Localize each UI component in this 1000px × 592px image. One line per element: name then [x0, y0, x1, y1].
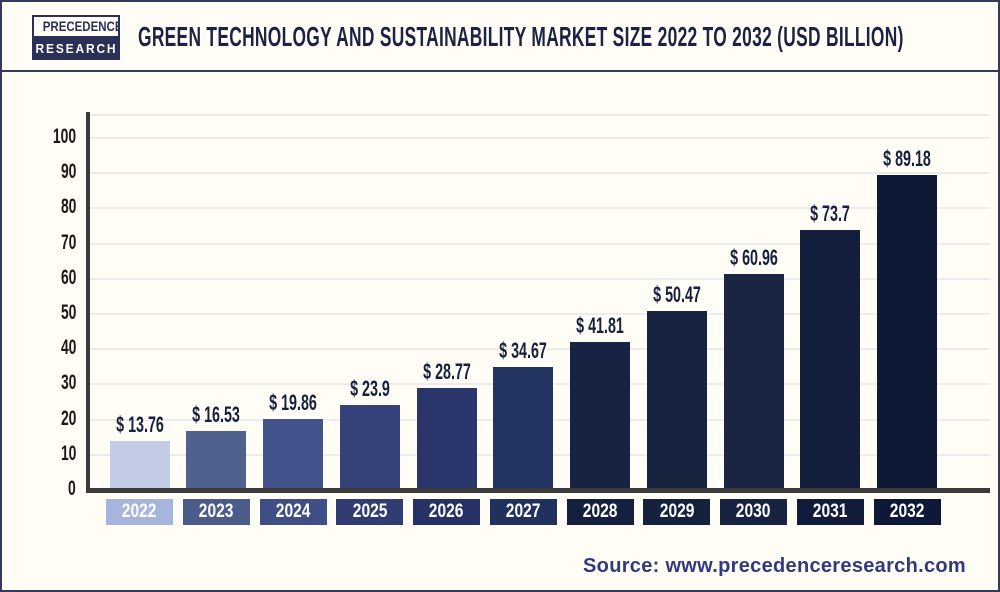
xtick-box-2030: 2030 [720, 499, 787, 525]
ytick-label-30: 30 [60, 371, 76, 395]
bar-2025 [339, 405, 400, 489]
ytick-label-90: 90 [60, 160, 76, 184]
ytick-label-60: 60 [60, 265, 76, 289]
logo-line-research: RESEARCH [32, 38, 120, 60]
bar-2031 [800, 230, 861, 489]
x-axis-line [86, 488, 990, 493]
xtick-label-2029: 2029 [659, 501, 695, 522]
bar-value-label-2025: $ 23.9 [349, 376, 390, 401]
xtick-box-2031: 2031 [796, 499, 864, 525]
gridline-100 [90, 137, 990, 139]
bar-value-label-2031: $ 73.7 [810, 201, 851, 226]
xtick-label-2030: 2030 [736, 501, 771, 522]
gridline-40 [90, 348, 990, 351]
bar-2024 [263, 419, 323, 489]
ytick-label-50: 50 [60, 301, 76, 324]
xtick-box-2026: 2026 [413, 499, 480, 525]
gridline-70 [90, 242, 990, 245]
bar-value-label-2027: $ 34.67 [499, 338, 548, 363]
ytick-label-70: 70 [60, 230, 76, 254]
ytick-label-0: 0 [68, 477, 76, 500]
xtick-box-2029: 2029 [643, 499, 711, 525]
bar-2026 [416, 388, 477, 489]
plot-top-line [90, 114, 990, 116]
bar-2029 [646, 311, 707, 489]
bar-value-label-2022: $ 13.76 [115, 412, 164, 437]
y-axis-line [86, 112, 90, 493]
bar-value-label-2030: $ 60.96 [729, 245, 778, 270]
logo-text-research: RESEARCH [35, 41, 118, 56]
xtick-label-2023: 2023 [198, 501, 234, 522]
xtick-label-2022: 2022 [122, 501, 157, 522]
xtick-box-2023: 2023 [182, 499, 250, 525]
xtick-label-2024: 2024 [275, 501, 311, 522]
gridline-90 [90, 172, 990, 175]
bar-2023 [186, 431, 247, 489]
xtick-box-2022: 2022 [106, 499, 173, 525]
bar-value-label-2026: $ 28.77 [422, 359, 471, 384]
gridline-80 [90, 207, 990, 210]
source-attribution: Source: www.precedenceresearch.com [583, 555, 966, 577]
bar-2022 [109, 441, 170, 489]
chart-title-text: GREEN TECHNOLOGY AND SUSTAINABILITY MARK… [138, 21, 904, 52]
ytick-label-10: 10 [60, 441, 76, 465]
xtick-label-2031: 2031 [812, 501, 848, 522]
xtick-label-2032: 2032 [889, 501, 925, 522]
ytick-label-100: 100 [52, 125, 76, 148]
bar-2030 [723, 274, 784, 489]
bar-value-label-2029: $ 50.47 [652, 282, 701, 307]
ytick-label-40: 40 [60, 336, 76, 360]
plot-area: $ 13.76 $ 16.53 $ 19.86 $ 23.9 $ 28.77 $ 34.6… [90, 114, 990, 489]
header: PRECEDENCE RESEARCH GREEN TECHNOLOGY AND… [2, 2, 998, 72]
bar-2028 [570, 342, 630, 489]
chart-title: GREEN TECHNOLOGY AND SUSTAINABILITY MARK… [138, 2, 998, 72]
xtick-label-2027: 2027 [505, 501, 541, 522]
xtick-label-2028: 2028 [582, 501, 618, 522]
logo-line-precedence: PRECEDENCE [32, 15, 120, 38]
bar-value-label-2028: $ 41.81 [576, 313, 624, 338]
xtick-label-2026: 2026 [429, 501, 464, 522]
ytick-label-80: 80 [60, 195, 76, 219]
gridline-60 [90, 277, 990, 280]
xtick-box-2028: 2028 [566, 499, 634, 525]
logo-text-precedence: PRECEDENCE [42, 18, 120, 34]
xtick-box-2024: 2024 [259, 499, 327, 525]
bar-2027 [493, 367, 554, 489]
ytick-label-20: 20 [60, 406, 76, 430]
gridline-50 [90, 313, 990, 315]
xtick-box-2027: 2027 [489, 499, 557, 525]
xtick-label-2025: 2025 [352, 501, 388, 522]
bar-value-label-2024: $ 19.86 [269, 390, 317, 415]
xtick-box-2032: 2032 [873, 499, 941, 525]
bar-2032 [877, 175, 937, 489]
bar-value-label-2023: $ 16.53 [192, 402, 241, 427]
xtick-box-2025: 2025 [336, 499, 404, 525]
bar-value-label-2032: $ 89.18 [883, 146, 931, 171]
precedence-research-logo: PRECEDENCE RESEARCH [32, 15, 120, 60]
